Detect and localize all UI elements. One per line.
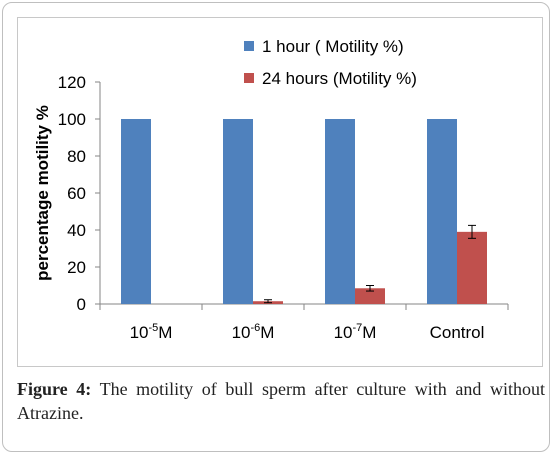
x-tick-label: 10-6M bbox=[232, 322, 275, 342]
legend-label-twenty-four-hours: 24 hours (Motility %) bbox=[262, 69, 417, 88]
bar-one-hour bbox=[223, 119, 253, 304]
y-tick-label: 0 bbox=[77, 295, 86, 314]
y-axis-label: percentage motility % bbox=[33, 105, 52, 281]
y-tick-label: 40 bbox=[67, 221, 86, 240]
legend-swatch-one-hour bbox=[244, 41, 254, 51]
bar-chart: 0 20 40 60 80 100 120 10-5M 10-6M 10-7M Control per… bbox=[33, 37, 509, 342]
y-tick-label: 120 bbox=[58, 73, 86, 92]
bar-one-hour bbox=[427, 119, 457, 304]
figure-frame: 0 20 40 60 80 100 120 10-5M 10-6M 10-7M Control per… bbox=[2, 2, 550, 452]
bar-one-hour bbox=[325, 119, 355, 304]
y-tick-label: 80 bbox=[67, 147, 86, 166]
bar-twenty-four-hours bbox=[355, 288, 385, 304]
x-tick-label: Control bbox=[430, 323, 485, 342]
chart-area: 0 20 40 60 80 100 120 10-5M 10-6M 10-7M Control per… bbox=[17, 17, 543, 367]
caption-text: The motility of bull sperm after culture… bbox=[17, 379, 546, 423]
bar-one-hour bbox=[121, 119, 151, 304]
legend-label-one-hour: 1 hour ( Motility %) bbox=[262, 37, 404, 56]
x-tick-label: 10-7M bbox=[334, 322, 377, 342]
x-tick-label: 10-5M bbox=[130, 322, 173, 342]
caption-label: Figure 4: bbox=[17, 379, 92, 399]
bar-twenty-four-hours bbox=[457, 231, 487, 304]
y-tick-label: 100 bbox=[58, 110, 86, 129]
legend-swatch-twenty-four-hours bbox=[244, 73, 254, 83]
y-tick-label: 60 bbox=[67, 184, 86, 203]
figure-caption: Figure 4: The motility of bull sperm aft… bbox=[17, 377, 545, 425]
y-tick-label: 20 bbox=[67, 258, 86, 277]
